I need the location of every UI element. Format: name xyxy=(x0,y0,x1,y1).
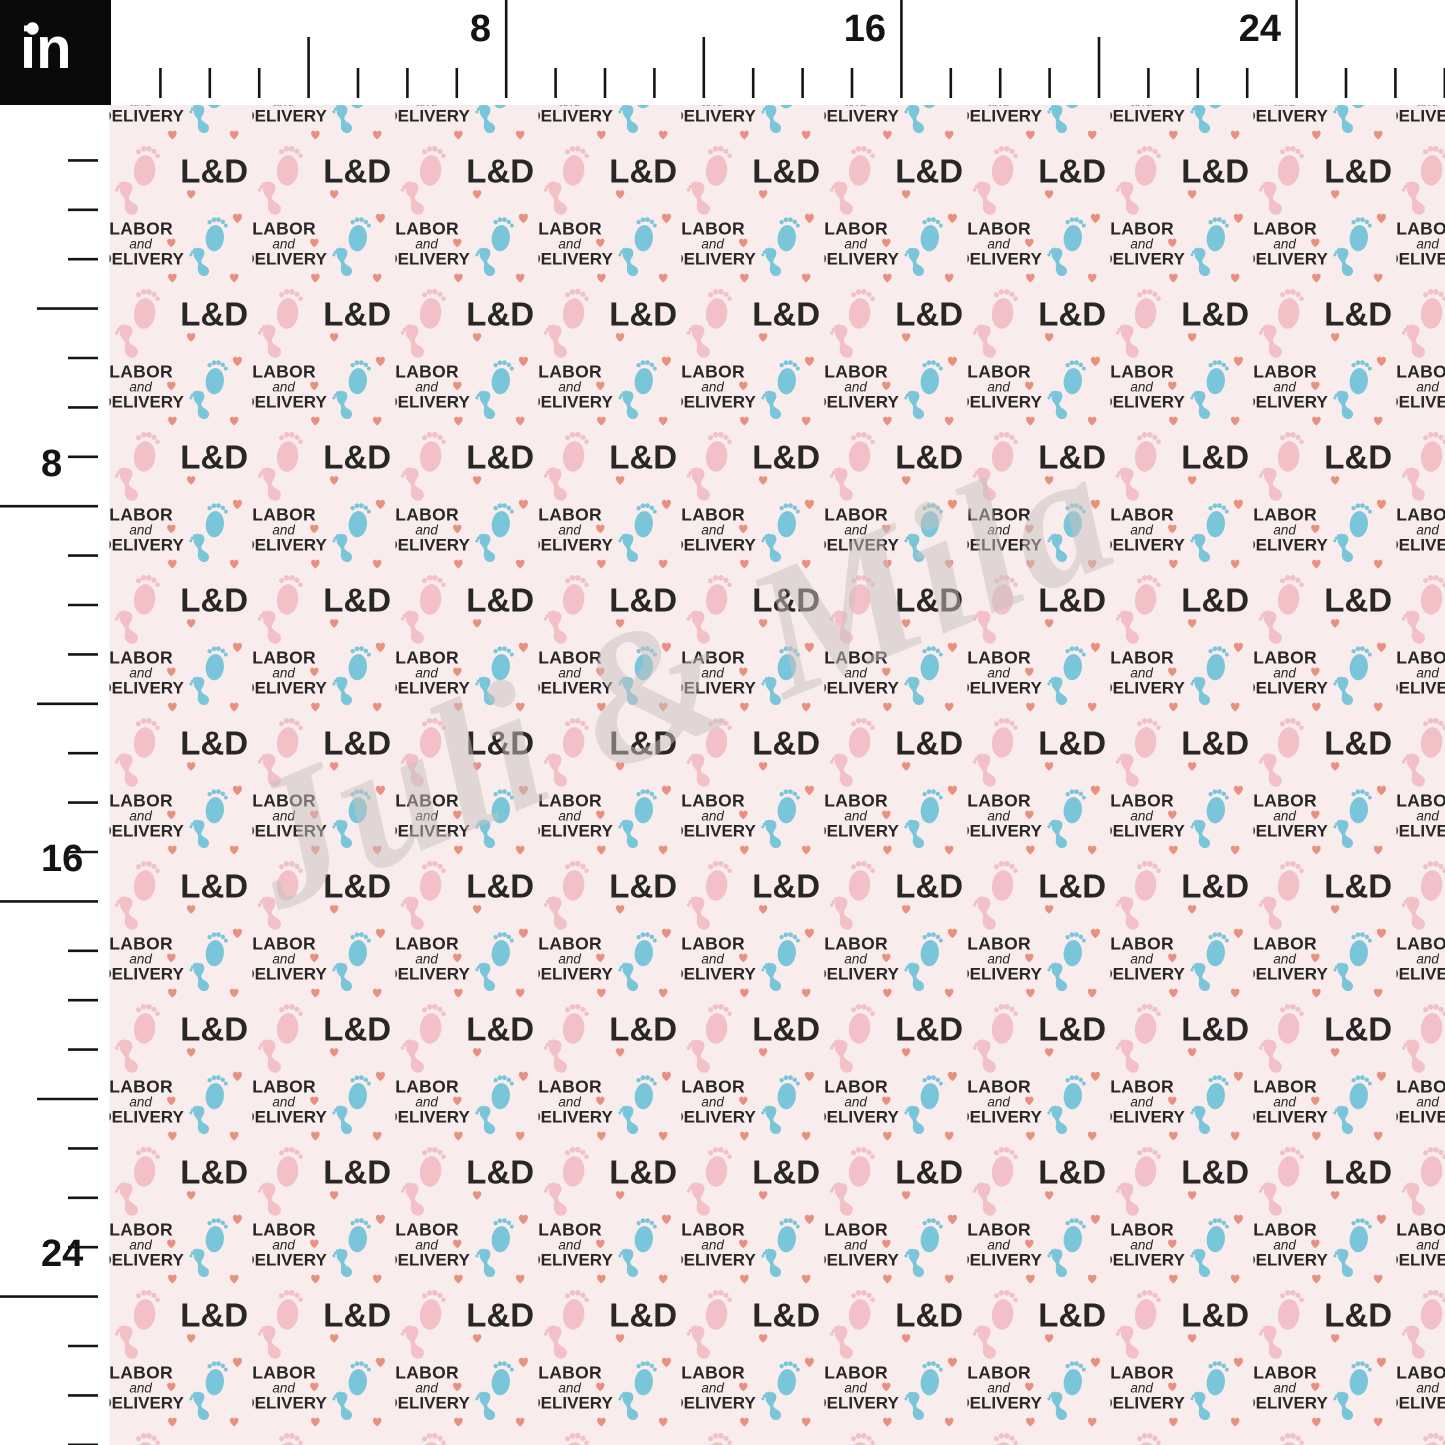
svg-text:24: 24 xyxy=(1239,8,1281,50)
svg-text:8: 8 xyxy=(470,8,491,50)
svg-text:8: 8 xyxy=(41,443,62,485)
svg-text:16: 16 xyxy=(41,838,83,880)
svg-text:24: 24 xyxy=(41,1233,83,1275)
svg-text:16: 16 xyxy=(844,8,886,50)
